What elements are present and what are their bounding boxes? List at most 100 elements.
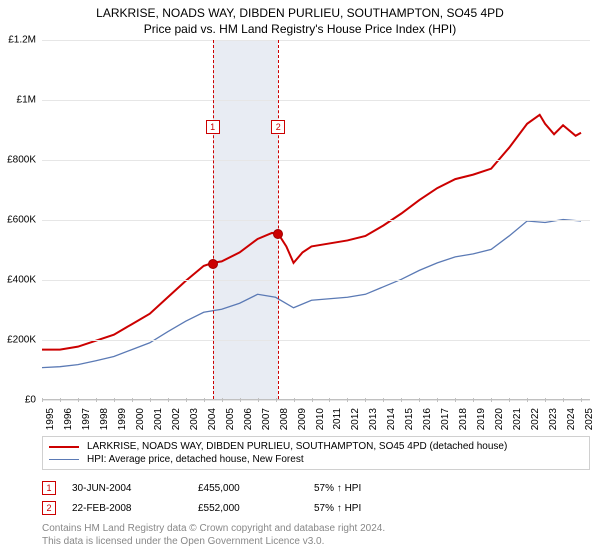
x-tick-label: 2005 (225, 408, 236, 430)
legend-row-hpi: HPI: Average price, detached house, New … (49, 453, 583, 466)
y-gridline (42, 220, 590, 221)
sale-row-price-2: £552,000 (198, 503, 298, 514)
x-tick (204, 398, 205, 402)
x-tick (42, 398, 43, 402)
x-tick (401, 398, 402, 402)
sale-row-1: 1 30-JUN-2004 £455,000 57% ↑ HPI (42, 478, 590, 498)
footer-line-2: This data is licensed under the Open Gov… (42, 535, 590, 548)
x-tick (563, 398, 564, 402)
x-tick (419, 398, 420, 402)
y-tick-label: £800K (7, 155, 36, 166)
chart-title: LARKRISE, NOADS WAY, DIBDEN PURLIEU, SOU… (0, 6, 600, 20)
x-tick-label: 2008 (279, 408, 290, 430)
x-tick (222, 398, 223, 402)
y-tick-label: £0 (25, 395, 36, 406)
legend: LARKRISE, NOADS WAY, DIBDEN PURLIEU, SOU… (42, 436, 590, 470)
sale-marker-label-2: 2 (271, 120, 285, 134)
x-tick (240, 398, 241, 402)
x-tick (473, 398, 474, 402)
x-tick-label: 2023 (548, 408, 559, 430)
x-tick-label: 1997 (81, 408, 92, 430)
sale-marker-label-1: 1 (206, 120, 220, 134)
x-tick (312, 398, 313, 402)
x-tick (186, 398, 187, 402)
y-gridline (42, 40, 590, 41)
x-tick (347, 398, 348, 402)
x-tick-label: 2015 (404, 408, 415, 430)
x-tick (168, 398, 169, 402)
y-tick-label: £400K (7, 275, 36, 286)
y-gridline (42, 340, 590, 341)
y-tick-label: £600K (7, 215, 36, 226)
x-tick (294, 398, 295, 402)
arrow-up-icon: ↑ (337, 503, 342, 514)
footer-attribution: Contains HM Land Registry data © Crown c… (42, 522, 590, 548)
x-axis: 1995199619971998199920002001200220032004… (42, 402, 590, 438)
x-tick (329, 398, 330, 402)
x-tick (258, 398, 259, 402)
x-tick-label: 1995 (45, 408, 56, 430)
x-tick (96, 398, 97, 402)
y-tick-label: £200K (7, 335, 36, 346)
x-tick-label: 2009 (297, 408, 308, 430)
x-tick-label: 1999 (117, 408, 128, 430)
sale-row-pct-1: 57% ↑ HPI (314, 483, 424, 494)
x-tick (78, 398, 79, 402)
sale-row-price-1: £455,000 (198, 483, 298, 494)
sale-row-date-1: 30-JUN-2004 (72, 483, 182, 494)
x-tick-label: 2024 (566, 408, 577, 430)
x-tick (581, 398, 582, 402)
x-tick-label: 2013 (368, 408, 379, 430)
x-tick-label: 1998 (99, 408, 110, 430)
y-gridline (42, 280, 590, 281)
y-tick-label: £1M (17, 95, 36, 106)
y-gridline (42, 100, 590, 101)
x-tick (114, 398, 115, 402)
x-tick (60, 398, 61, 402)
y-axis: £0£200K£400K£600K£800K£1M£1.2M (0, 40, 40, 400)
x-tick-label: 2010 (315, 408, 326, 430)
sale-row-pct-2: 57% ↑ HPI (314, 503, 424, 514)
sale-row-marker-1: 1 (42, 481, 56, 495)
sale-row-2: 2 22-FEB-2008 £552,000 57% ↑ HPI (42, 498, 590, 518)
chart-subtitle: Price paid vs. HM Land Registry's House … (0, 22, 600, 36)
x-tick (491, 398, 492, 402)
sale-row-marker-2: 2 (42, 501, 56, 515)
x-tick-label: 2025 (584, 408, 595, 430)
x-tick-label: 2003 (189, 408, 200, 430)
x-tick-label: 2004 (207, 408, 218, 430)
x-tick (509, 398, 510, 402)
x-tick (132, 398, 133, 402)
x-tick-label: 2019 (476, 408, 487, 430)
y-tick-label: £1.2M (8, 35, 36, 46)
sale-row-date-2: 22-FEB-2008 (72, 503, 182, 514)
sale-marker-line-2 (278, 40, 279, 399)
arrow-up-icon: ↑ (337, 483, 342, 494)
series-property (42, 115, 581, 350)
x-tick (150, 398, 151, 402)
legend-row-property: LARKRISE, NOADS WAY, DIBDEN PURLIEU, SOU… (49, 440, 583, 453)
x-tick (437, 398, 438, 402)
x-tick-label: 2002 (171, 408, 182, 430)
y-gridline (42, 400, 590, 401)
x-tick-label: 2006 (243, 408, 254, 430)
x-tick (527, 398, 528, 402)
x-tick (455, 398, 456, 402)
x-tick-label: 2014 (386, 408, 397, 430)
chart-title-block: LARKRISE, NOADS WAY, DIBDEN PURLIEU, SOU… (0, 0, 600, 36)
x-tick (545, 398, 546, 402)
footer-line-1: Contains HM Land Registry data © Crown c… (42, 522, 590, 535)
x-tick-label: 2018 (458, 408, 469, 430)
legend-swatch-hpi (49, 459, 79, 461)
sale-marker-line-1 (213, 40, 214, 399)
legend-swatch-property (49, 446, 79, 448)
x-tick-label: 2001 (153, 408, 164, 430)
sale-marker-dot-2 (273, 229, 283, 239)
y-gridline (42, 160, 590, 161)
series-hpi (42, 220, 581, 368)
x-tick-label: 2022 (530, 408, 541, 430)
x-tick-label: 1996 (63, 408, 74, 430)
x-tick-label: 2012 (350, 408, 361, 430)
x-tick (276, 398, 277, 402)
x-tick (383, 398, 384, 402)
